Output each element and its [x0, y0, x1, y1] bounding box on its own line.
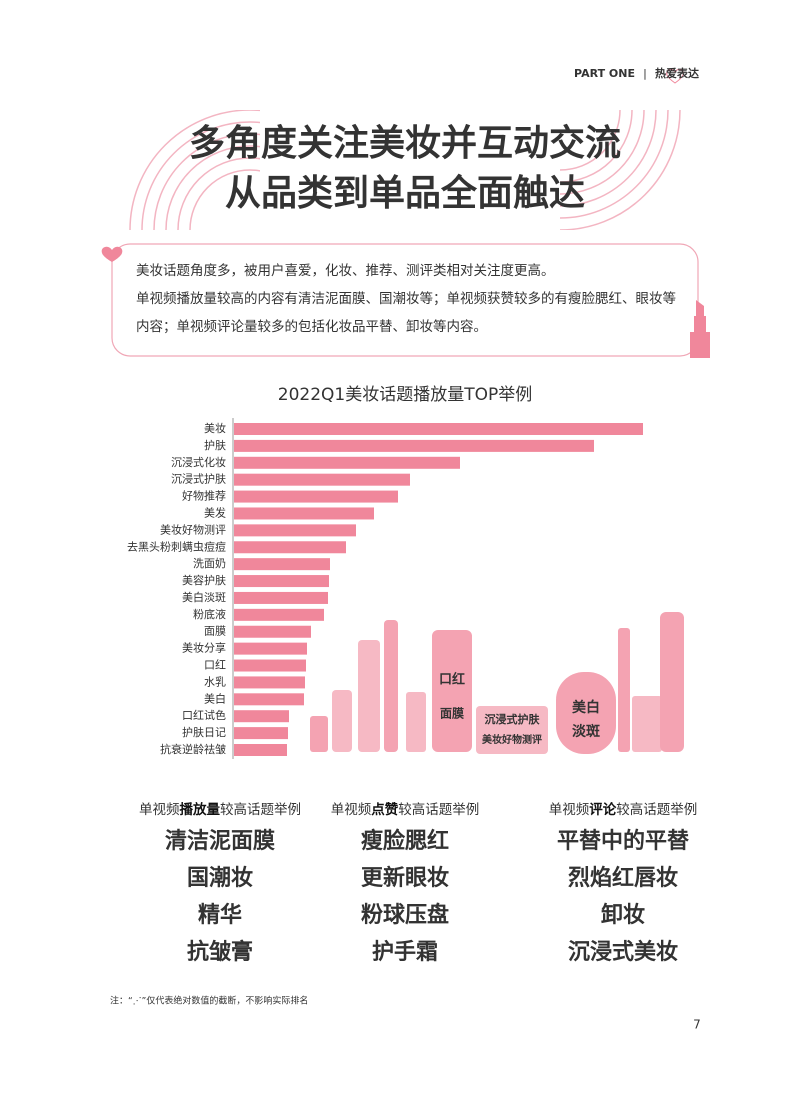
topic-item: 护手霜: [372, 940, 438, 965]
header-part: PART ONE: [574, 67, 635, 80]
bar: [234, 591, 328, 604]
category-label: 面膜: [204, 625, 226, 638]
intro-text: 单视频播放量较高的内容有清洁泥面膜、国潮妆等；单视频获赞较多的有瘦脸腮红、眼妆等: [136, 290, 676, 307]
category-label: 美白淡斑: [182, 590, 226, 604]
bar: [234, 456, 460, 469]
page-number: 7: [693, 1018, 701, 1032]
header-separator: |: [643, 67, 647, 80]
bar: [234, 693, 304, 706]
topic-item: 烈焰红唇妆: [568, 865, 678, 891]
category-label: 护肤: [204, 438, 226, 452]
topic-item: 瘦脸腮红: [361, 828, 449, 854]
column-heading: 单视频播放量较高话题举例: [139, 801, 301, 818]
chart-title: 2022Q1美妆话题播放量TOP举例: [278, 385, 532, 405]
footnote: 注：“⋰”仅代表绝对数值的截断，不影响实际排名: [110, 995, 308, 1007]
category-label: 洗面奶: [193, 556, 226, 570]
bar: [234, 575, 329, 588]
category-label: 美妆: [204, 422, 226, 435]
bar: [234, 710, 289, 723]
heading-part: 播放量: [180, 801, 221, 818]
bar: [234, 524, 356, 537]
arc-decoration: [129, 110, 260, 230]
category-label: 护肤日记: [182, 725, 226, 739]
heading-part: 单视频: [139, 802, 180, 818]
category-label: 粉底液: [193, 607, 226, 621]
intro-box: [111, 243, 699, 357]
topic-item: 粉球压盘: [361, 902, 449, 928]
bar: [234, 558, 330, 571]
heading-part: 单视频: [331, 802, 372, 818]
category-label: 美白: [204, 691, 226, 705]
category-label: 美容护肤: [182, 573, 226, 587]
bar: [234, 744, 287, 756]
topic-item: 精华: [198, 902, 242, 928]
heading-part: 评论: [589, 801, 617, 818]
column-heading: 单视频评论较高话题举例: [549, 801, 698, 818]
heading-part: 较高话题举例: [398, 801, 479, 818]
category-label: 美妆好物测评: [160, 522, 226, 536]
category-label: 沉浸式化妆: [171, 455, 226, 469]
bar: [234, 608, 324, 621]
topic-item: 平替中的平替: [557, 828, 689, 854]
category-label: 美发: [204, 505, 226, 519]
intro-text: 内容；单视频评论量较多的包括化妆品平替、卸妆等内容。: [136, 318, 487, 335]
topic-item: 清洁泥面膜: [165, 828, 275, 854]
bar: [234, 439, 594, 452]
topic-item: 沉浸式美妆: [568, 939, 678, 965]
category-label: 水乳: [204, 675, 226, 688]
topic-item: 国潮妆: [187, 866, 253, 891]
bar: [234, 541, 346, 554]
topic-item: 抗皱膏: [187, 939, 253, 965]
bar: [234, 676, 305, 689]
category-label: 口红试色: [182, 708, 226, 722]
page-title: 多角度关注美妆并互动交流: [189, 122, 621, 164]
wordcloud-word: 美白: [572, 699, 600, 716]
page-title: 从品类到单品全面触达: [225, 172, 585, 214]
heading-part: 点赞: [371, 801, 398, 818]
heading-part: 单视频: [549, 802, 590, 818]
wordcloud-word: 沉浸式护肤: [485, 712, 541, 726]
column-heading: 单视频点赞较高话题举例: [331, 801, 480, 818]
wordcloud-word: 面膜: [440, 706, 464, 721]
bar: [234, 490, 398, 503]
category-label: 去黑头粉刺螨虫痘痘: [127, 539, 226, 553]
lipstick-icon: [690, 300, 710, 358]
category-label: 好物推荐: [182, 489, 226, 503]
header-heart: [666, 68, 684, 84]
heart-icon: [101, 246, 123, 262]
heading-part: 较高话题举例: [616, 801, 697, 818]
category-label: 口红: [204, 659, 226, 672]
category-label: 美妆分享: [182, 641, 226, 655]
topic-item: 更新眼妆: [361, 865, 449, 891]
bar: [234, 625, 311, 638]
bar: [234, 473, 410, 486]
bar: [234, 642, 307, 655]
wordcloud-word: 淡斑: [572, 723, 600, 740]
header-section: 热爱表达: [655, 66, 699, 80]
wordcloud-word: 口红: [439, 672, 465, 688]
category-label: 沉浸式护肤: [171, 472, 226, 486]
bar: [234, 423, 643, 435]
bar: [234, 659, 306, 672]
topic-item: 卸妆: [601, 902, 645, 928]
bar: [234, 507, 374, 520]
bar: [234, 727, 288, 740]
intro-text: 美妆话题角度多，被用户喜爱，化妆、推荐、测评类相对关注度更高。: [136, 262, 555, 279]
category-label: 抗衰逆龄祛皱: [160, 742, 226, 756]
heading-part: 较高话题举例: [220, 801, 301, 818]
wordcloud-word: 美妆好物测评: [482, 733, 542, 746]
